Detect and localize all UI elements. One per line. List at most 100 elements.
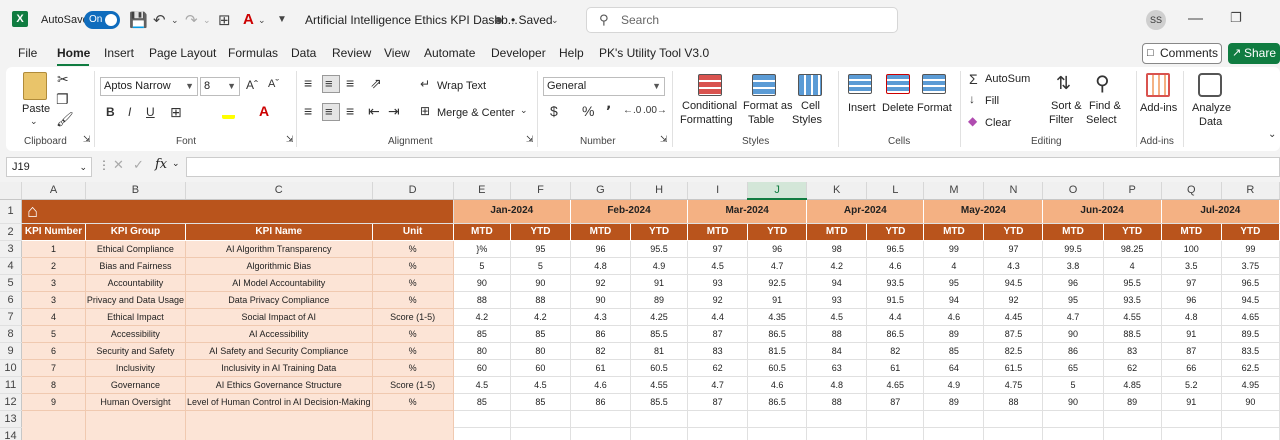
empty-cell[interactable]	[687, 427, 749, 440]
menu-utility-tool[interactable]: PK's Utility Tool V3.0	[599, 46, 710, 60]
column-header-h[interactable]: H	[630, 182, 689, 200]
kpi-number-cell[interactable]: 3	[21, 291, 86, 309]
kpi-number-cell[interactable]: 2	[21, 257, 86, 275]
font-launcher-icon[interactable]: ⇲	[286, 134, 294, 144]
menu-insert[interactable]: Insert	[104, 46, 135, 60]
value-cell[interactable]: 3.8	[1042, 257, 1104, 275]
row-header-1[interactable]: 1	[0, 199, 23, 224]
value-cell[interactable]: 62.5	[1221, 359, 1280, 377]
kpi-group-cell[interactable]: Accountability	[85, 274, 186, 292]
paste-icon[interactable]	[23, 72, 47, 100]
kpi-group-cell[interactable]: Accessibility	[85, 325, 186, 343]
value-cell[interactable]: 86	[570, 325, 631, 343]
empty-cell[interactable]	[1161, 410, 1222, 428]
clear-button[interactable]: Clear	[985, 117, 1012, 129]
value-cell[interactable]: 80	[453, 342, 511, 360]
column-header-n[interactable]: N	[983, 182, 1044, 200]
value-cell[interactable]: 5	[1042, 376, 1104, 394]
value-cell[interactable]: 91	[1161, 393, 1222, 411]
kpi-unit-cell[interactable]: %	[372, 325, 454, 343]
insert-cells-icon[interactable]	[848, 74, 872, 94]
value-cell[interactable]: 92	[983, 291, 1044, 309]
value-cell[interactable]: 89	[1103, 393, 1162, 411]
value-cell[interactable]: 100	[1161, 240, 1222, 258]
value-cell[interactable]: 4.4	[866, 308, 925, 326]
kpi-number-cell[interactable]: 9	[21, 393, 86, 411]
value-cell[interactable]: 4.6	[747, 376, 808, 394]
value-cell[interactable]: 4.8	[570, 257, 631, 275]
format-as-table-label-2[interactable]: Table	[748, 114, 775, 126]
value-cell[interactable]: 90	[510, 274, 571, 292]
undo-icon[interactable]: ↶	[153, 12, 166, 29]
value-cell[interactable]: 97	[983, 240, 1044, 258]
row-header[interactable]: 13	[0, 410, 23, 428]
kpi-group-cell[interactable]: Governance	[85, 376, 186, 394]
empty-cell[interactable]	[85, 410, 186, 427]
value-cell[interactable]: 90	[1042, 325, 1104, 343]
value-cell[interactable]: 85.5	[630, 325, 689, 343]
column-header-b[interactable]: B	[85, 182, 186, 200]
kpi-unit-cell[interactable]: %	[372, 342, 454, 360]
menu-home[interactable]: Home	[57, 46, 91, 60]
decrease-decimal-icon[interactable]: .00→	[643, 105, 667, 116]
column-header-g[interactable]: G	[570, 182, 631, 200]
saved-dropdown-icon[interactable]: ⌄	[551, 15, 559, 25]
copy-icon[interactable]: ❐	[56, 91, 69, 107]
value-cell[interactable]: 99.5	[1042, 240, 1104, 258]
column-header-a[interactable]: A	[21, 182, 86, 200]
value-cell[interactable]: 91	[630, 274, 689, 292]
column-header-k[interactable]: K	[806, 182, 868, 200]
column-header-r[interactable]: R	[1221, 182, 1280, 200]
value-cell[interactable]: 96	[1161, 291, 1222, 309]
redo-dropdown-icon[interactable]: ⌄	[203, 15, 211, 25]
align-middle-icon[interactable]: ≡	[322, 75, 340, 93]
value-cell[interactable]: 61	[866, 359, 925, 377]
value-cell[interactable]: 96	[570, 240, 631, 258]
value-cell[interactable]: 97	[1161, 274, 1222, 292]
autosum-button[interactable]: AutoSum	[985, 73, 1031, 85]
empty-cell[interactable]	[747, 427, 808, 440]
autosum-icon[interactable]: Σ	[969, 71, 978, 87]
value-cell[interactable]: 96.5	[1221, 274, 1280, 292]
value-cell[interactable]: 3.75	[1221, 257, 1280, 275]
increase-indent-icon[interactable]: ⇥	[388, 103, 400, 119]
borders-icon[interactable]: ⊞	[218, 12, 231, 29]
wrap-text-button[interactable]: Wrap Text	[437, 80, 487, 92]
kpi-group-cell[interactable]: Ethical Compliance	[85, 240, 186, 258]
value-cell[interactable]: 66	[1161, 359, 1222, 377]
kpi-number-cell[interactable]: 1	[21, 240, 86, 258]
row-header[interactable]: 12	[0, 393, 23, 411]
font-size-dropdown[interactable]: 8 ▼	[200, 77, 240, 96]
empty-cell[interactable]	[1221, 410, 1280, 428]
undo-dropdown-icon[interactable]: ⌄	[171, 15, 179, 25]
value-cell[interactable]: 91	[1161, 325, 1222, 343]
value-cell[interactable]: 4.6	[923, 308, 985, 326]
value-cell[interactable]: 4.55	[1103, 308, 1162, 326]
empty-cell[interactable]	[687, 410, 749, 428]
value-cell[interactable]: 4.7	[687, 376, 749, 394]
value-cell[interactable]: 88	[510, 291, 571, 309]
align-bottom-icon[interactable]: ≡	[346, 75, 355, 91]
value-cell[interactable]: 4.9	[630, 257, 689, 275]
empty-cell[interactable]	[1161, 427, 1222, 440]
value-cell[interactable]: 88	[453, 291, 511, 309]
value-cell[interactable]: 80	[510, 342, 571, 360]
kpi-unit-cell[interactable]: %	[372, 240, 454, 258]
value-cell[interactable]: 91.5	[866, 291, 925, 309]
kpi-unit-cell[interactable]: %	[372, 393, 454, 411]
value-cell[interactable]: 93	[687, 274, 749, 292]
worksheet-grid[interactable]: A B C D E F G H I J K L M N O P Q R 1 ⌂ Jan-2024 Feb-2024 Mar-…	[0, 182, 1280, 440]
kpi-name-cell[interactable]: AI Accessibility	[185, 325, 373, 343]
value-cell[interactable]: 4.55	[630, 376, 689, 394]
kpi-name-cell[interactable]: AI Safety and Security Compliance	[185, 342, 373, 360]
cut-icon[interactable]: ✂	[57, 71, 69, 87]
find-select-label-2[interactable]: Select	[1086, 114, 1117, 126]
value-cell[interactable]: 84	[806, 342, 868, 360]
value-cell[interactable]: 86	[1042, 342, 1104, 360]
empty-cell[interactable]	[570, 410, 631, 428]
row-header[interactable]: 10	[0, 359, 23, 377]
document-title[interactable]: Artificial Intelligence Ethics KPI Dashb…	[305, 13, 518, 27]
value-cell[interactable]: 4.2	[510, 308, 571, 326]
value-cell[interactable]: 85	[510, 393, 571, 411]
cell-styles-icon[interactable]	[798, 74, 822, 96]
